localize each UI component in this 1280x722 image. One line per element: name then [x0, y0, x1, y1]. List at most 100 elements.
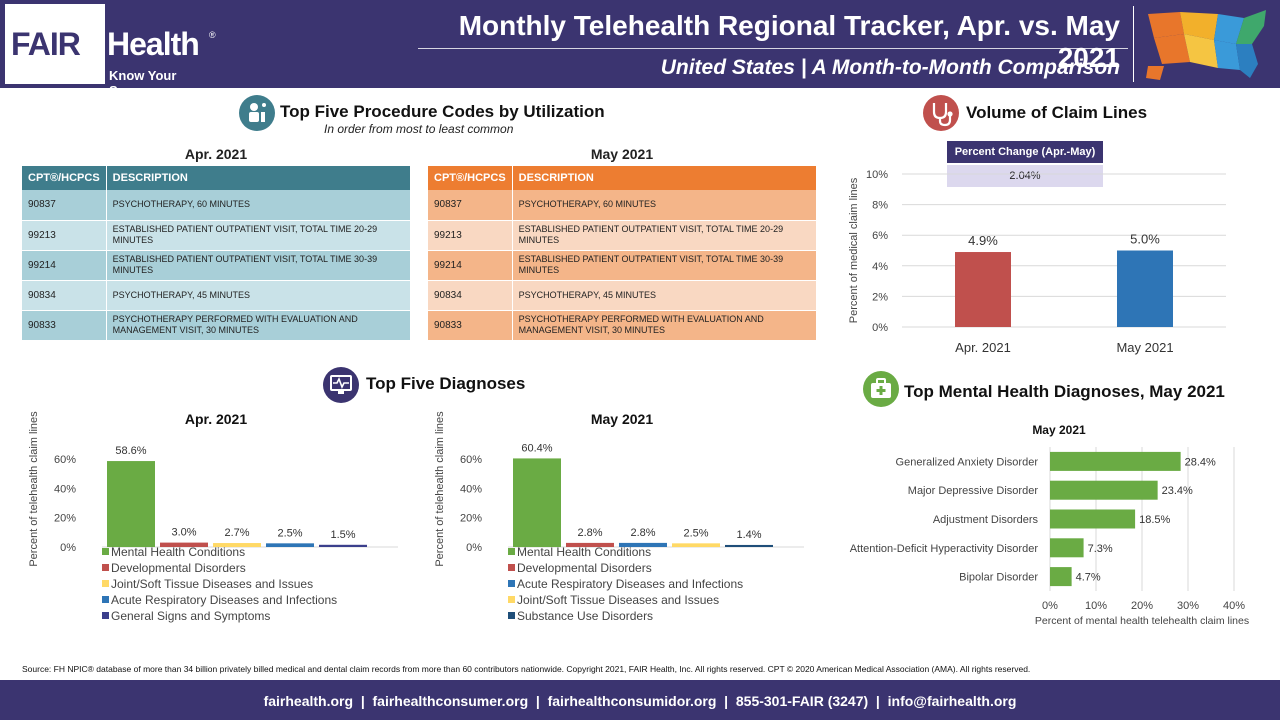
- data-label: 1.5%: [330, 529, 355, 541]
- monitor-heartbeat-icon: [323, 367, 359, 403]
- table-row: 99213 ESTABLISHED PATIENT OUTPATIENT VISI…: [22, 220, 410, 251]
- description-cell: ESTABLISHED PATIENT OUTPATIENT VISIT, TO…: [106, 220, 410, 251]
- y-tick-label: 2%: [872, 291, 888, 303]
- mental-health-chart: May 2021 0% 10% 20% 30% 40% Percent of mental …: [850, 423, 1249, 627]
- source-note: Source: FH NPIC® database of more than 3…: [22, 664, 1031, 674]
- data-label: 4.7%: [1076, 572, 1101, 584]
- bar: [1050, 480, 1158, 500]
- may-table-title: May 2021: [590, 146, 654, 162]
- pct-change-value: 2.04%: [947, 165, 1103, 187]
- stethoscope-icon: [923, 95, 959, 131]
- x-tick-label: 10%: [1085, 600, 1107, 612]
- bar: [513, 458, 561, 547]
- diagnoses-title: Top Five Diagnoses: [366, 374, 526, 393]
- x-tick-label: 30%: [1177, 600, 1199, 612]
- bar: [672, 543, 720, 547]
- description-cell: PSYCHOTHERAPY, 60 MINUTES: [512, 190, 816, 221]
- data-label: 18.5%: [1139, 514, 1170, 526]
- legend-label: General Signs and Symptoms: [111, 609, 270, 623]
- col-code-header: CPT®/HCPCS: [22, 166, 107, 190]
- logo[interactable]: FAIR: [5, 4, 105, 84]
- title-divider: [418, 48, 1128, 49]
- description-cell: PSYCHOTHERAPY, 60 MINUTES: [106, 190, 410, 221]
- y-axis-label: Percent of medical claim lines: [848, 177, 860, 323]
- table-row: 90837 PSYCHOTHERAPY, 60 MINUTES: [428, 190, 816, 221]
- footer-bar: fairhealth.org | fairhealthconsumer.org …: [0, 680, 1280, 720]
- legend-swatch: [102, 612, 109, 619]
- procedures-title: Top Five Procedure Codes by Utilization: [280, 102, 605, 121]
- x-tick-label: 40%: [1223, 600, 1245, 612]
- legend-label: Developmental Disorders: [517, 561, 652, 575]
- y-tick-label: Generalized Anxiety Disorder: [896, 456, 1039, 468]
- legend-label: Joint/Soft Tissue Diseases and Issues: [111, 577, 313, 591]
- bar: [1050, 538, 1084, 558]
- mental-title: Top Mental Health Diagnoses, May 2021: [904, 382, 1225, 401]
- table-row: 90834 PSYCHOTHERAPY, 45 MINUTES: [22, 280, 410, 311]
- description-cell: PSYCHOTHERAPY, 45 MINUTES: [106, 280, 410, 311]
- bar: [160, 542, 208, 547]
- bar: [266, 543, 314, 547]
- us-map-icon: [1146, 10, 1266, 80]
- medical-kit-icon: [863, 371, 899, 407]
- y-tick-label: 8%: [872, 200, 888, 212]
- x-axis-label: Percent of mental health telehealth clai…: [1035, 615, 1249, 627]
- bar: [619, 542, 667, 547]
- y-tick-label: 20%: [460, 513, 482, 525]
- data-label: 23.4%: [1162, 485, 1193, 497]
- bar: [955, 252, 1011, 327]
- pct-change-label: Percent Change (Apr.-May): [947, 141, 1103, 163]
- description-cell: ESTABLISHED PATIENT OUTPATIENT VISIT, TO…: [512, 220, 816, 251]
- bar: [725, 544, 773, 547]
- header-bar: FAIR Health ® Know Your Source Monthly T…: [0, 0, 1280, 98]
- legend-swatch: [508, 548, 515, 555]
- chart-title: Apr. 2021: [185, 411, 247, 427]
- legend-swatch: [102, 596, 109, 603]
- table-row: 90837 PSYCHOTHERAPY, 60 MINUTES: [22, 190, 410, 221]
- code-cell: 90837: [428, 190, 513, 221]
- data-label: 5.0%: [1130, 232, 1160, 247]
- code-cell: 90833: [22, 310, 107, 341]
- bar: [107, 461, 155, 547]
- diagnoses-apr-chart: Apr. 2021 0% 20% 40% 60% Percent of telehealt…: [28, 411, 398, 623]
- y-axis-label: Percent of telehealth claim lines: [28, 411, 40, 567]
- y-tick-label: 40%: [460, 483, 482, 495]
- y-tick-label: 40%: [54, 483, 76, 495]
- y-tick-label: 0%: [60, 542, 76, 554]
- legend-label: Developmental Disorders: [111, 561, 246, 575]
- y-tick-label: Attention-Deficit Hyperactivity Disorder: [850, 543, 1039, 555]
- description-cell: PSYCHOTHERAPY PERFORMED WITH EVALUATION …: [106, 310, 410, 341]
- logo-tagline: Know Your Source: [109, 68, 177, 98]
- table-row: 99213 ESTABLISHED PATIENT OUTPATIENT VISI…: [428, 220, 816, 251]
- chart-title: May 2021: [591, 411, 653, 427]
- data-label: 2.5%: [277, 527, 302, 539]
- col-desc-header: DESCRIPTION: [518, 172, 594, 184]
- diagnoses-may-chart: May 2021 0% 20% 40% 60% Percent of telehealth…: [434, 411, 804, 623]
- legend-swatch: [508, 580, 515, 587]
- data-label: 2.8%: [630, 527, 655, 539]
- code-cell: 90834: [22, 280, 107, 311]
- bar: [1117, 250, 1173, 327]
- col-code-header: CPT®/HCPCS: [428, 166, 513, 190]
- legend-swatch: [508, 612, 515, 619]
- code-cell: 99214: [22, 250, 107, 281]
- bar: [1050, 567, 1072, 587]
- table-row: 90833 PSYCHOTHERAPY PERFORMED WITH EVALUA…: [428, 310, 816, 341]
- legend-label: Joint/Soft Tissue Diseases and Issues: [517, 593, 719, 607]
- data-label: 58.6%: [115, 445, 146, 457]
- apr-procedure-table: CPT®/HCPCS DESCRIPTION 90837 PSYCHOTHERAP…: [22, 166, 410, 341]
- data-label: 3.0%: [171, 527, 196, 539]
- legend-label: Substance Use Disorders: [517, 609, 653, 623]
- footer-links[interactable]: fairhealth.org | fairhealthconsumer.org …: [263, 693, 1017, 709]
- logo-fair-text: FAIR: [11, 26, 81, 62]
- y-tick-label: 60%: [54, 454, 76, 466]
- data-label: 2.7%: [224, 527, 249, 539]
- code-cell: 99214: [428, 250, 513, 281]
- table-row: 90834 PSYCHOTHERAPY, 45 MINUTES: [428, 280, 816, 311]
- y-tick-label: 0%: [466, 542, 482, 554]
- y-tick-label: 60%: [460, 454, 482, 466]
- logo-health-text: Health: [107, 26, 200, 62]
- data-label: 28.4%: [1185, 456, 1216, 468]
- may-procedure-table: CPT®/HCPCS DESCRIPTION 90837 PSYCHOTHERAP…: [428, 166, 816, 341]
- y-tick-label: Bipolar Disorder: [959, 572, 1038, 584]
- procedures-subtitle: In order from most to least common: [324, 122, 514, 136]
